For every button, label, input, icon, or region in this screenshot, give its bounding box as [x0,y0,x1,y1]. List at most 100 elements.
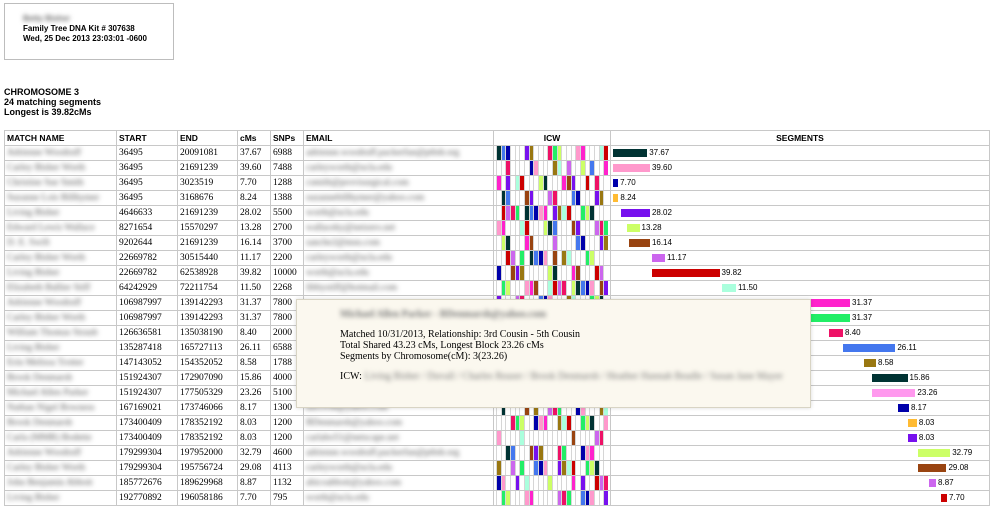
icw-cell[interactable] [493,265,611,281]
segment-bar[interactable] [651,254,665,262]
col-email[interactable]: EMAIL [303,130,494,146]
match-name-cell[interactable]: Carley Bisher Worth [4,160,117,176]
segment-bar[interactable] [613,149,648,157]
email-cell[interactable]: carleyworth@ucla.edu [303,460,494,476]
match-name-cell[interactable]: Living Bisher [4,490,117,506]
match-name-cell[interactable]: William Thomas Straub [4,325,117,341]
match-name-cell[interactable]: Living Bisher [4,340,117,356]
match-name-cell[interactable]: Michael Allen Parker [4,385,117,401]
col-start[interactable]: START [116,130,178,146]
table-row[interactable]: Suzanne Lois Billhymer 36495 3168676 8.24 13… [4,190,990,206]
icw-cell[interactable] [493,475,611,491]
match-name-cell[interactable]: Brook Denmarsh [4,415,117,431]
segment-bar[interactable] [828,329,844,337]
icw-cell[interactable] [493,175,611,191]
email-cell[interactable]: adrienne.woodruff.packerfan@ptbdr.org [303,145,494,161]
icw-cell[interactable] [493,160,611,176]
table-row[interactable]: Brook Denmarsh 173400409 178352192 8.03 1200… [4,415,990,431]
email-cell[interactable]: libbystiff@hotmail.com [303,280,494,296]
segment-bar[interactable] [908,419,917,427]
email-cell[interactable]: BDenmarsh@yahoo.com [303,415,494,431]
email-cell[interactable]: sanche2@msn.com [303,235,494,251]
icw-cell[interactable] [493,190,611,206]
table-row[interactable]: Christine Sue Smith 36495 3023519 7.70 1288 c… [4,175,990,191]
segment-bar[interactable] [651,269,720,277]
icw-cell[interactable] [493,490,611,506]
match-name-cell[interactable]: Brook Denmarsh [4,370,117,386]
segment-bar[interactable] [795,299,851,307]
email-cell[interactable]: carleyworth@ucla.edu [303,250,494,266]
segment-bar[interactable] [941,494,947,502]
segment-bar[interactable] [908,434,917,442]
table-row[interactable]: Carley Bisher Worth 22669782 30515440 11.17… [4,250,990,266]
table-row[interactable]: John Benjamin Abbott 185772676 189629968 8.… [4,475,990,491]
match-name-cell[interactable]: Living Bisher [4,265,117,281]
table-row[interactable]: Elizabeth Ballier Stiff 64242929 72211754 1… [4,280,990,296]
match-name-cell[interactable]: D. E. Swift [4,235,117,251]
email-cell[interactable]: worth@ucla.edu [303,205,494,221]
col-cms[interactable]: cMs [237,130,271,146]
segment-bar[interactable] [613,164,650,172]
match-name-cell[interactable]: John Benjamin Abbott [4,475,117,491]
icw-cell[interactable] [493,220,611,236]
icw-cell[interactable] [493,460,611,476]
table-row[interactable]: Adrienne Woodruff 36495 20091081 37.67 6988 a… [4,145,990,161]
segment-bar[interactable] [628,239,650,247]
table-row[interactable]: Living Bisher 22669782 62538928 39.82 10000 w… [4,265,990,281]
email-cell[interactable]: worth@ucla.edu [303,490,494,506]
segment-bar[interactable] [863,359,876,367]
match-name-cell[interactable]: Erin Melissa Trotter [4,355,117,371]
email-cell[interactable]: csmith@provisurgical.com [303,175,494,191]
table-row[interactable]: Living Bisher 4646633 21691239 28.02 5500 wor… [4,205,990,221]
email-cell[interactable]: carlabo51@netscape.net [303,430,494,446]
segment-bar[interactable] [627,224,640,232]
match-name-cell[interactable]: Carla (MMR) Bodette [4,430,117,446]
match-name-cell[interactable]: Christine Sue Smith [4,175,117,191]
match-name-cell[interactable]: Living Bisher [4,205,117,221]
email-cell[interactable]: suzannebillhymer@yahoo.com [303,190,494,206]
segment-bar[interactable] [613,179,619,187]
table-row[interactable]: Carley Bisher Worth 36495 21691239 39.60 748… [4,160,990,176]
table-row[interactable]: D. E. Swift 9202644 21691239 16.14 3700 sanch… [4,235,990,251]
icw-cell[interactable] [493,445,611,461]
match-name-cell[interactable]: Edward Lewis Wallace [4,220,117,236]
col-segments[interactable]: SEGMENTS [610,130,990,146]
match-name-cell[interactable]: Elizabeth Ballier Stiff [4,280,117,296]
icw-cell[interactable] [493,235,611,251]
col-match-name[interactable]: MATCH NAME [4,130,117,146]
table-row[interactable]: Carley Bisher Worth 179299304 195756724 29.… [4,460,990,476]
match-name-cell[interactable]: Adrienne Woodruff [4,145,117,161]
email-cell[interactable]: carleyworth@ucla.edu [303,160,494,176]
table-row[interactable]: Adrienne Woodruff 179299304 197952000 32.79… [4,445,990,461]
segment-bar[interactable] [871,374,908,382]
segment-bar[interactable] [918,449,951,457]
col-end[interactable]: END [177,130,238,146]
segment-bar[interactable] [722,284,736,292]
match-name-cell[interactable]: Adrienne Woodruff [4,445,117,461]
icw-cell[interactable] [493,205,611,221]
email-cell[interactable]: worth@ucla.edu [303,265,494,281]
segment-bar[interactable] [620,209,650,217]
match-name-cell[interactable]: Carley Bisher Worth [4,250,117,266]
segment-bar[interactable] [795,314,851,322]
icw-cell[interactable] [493,145,611,161]
email-cell[interactable]: adrienne.woodruff.packerfan@ptbdr.org [303,445,494,461]
table-row[interactable]: Living Bisher 192770892 196058186 7.70 795 wo… [4,490,990,506]
segment-bar[interactable] [929,479,937,487]
email-cell[interactable]: abicoabbott@yahoo.com [303,475,494,491]
table-row[interactable]: Carla (MMR) Bodette 173400409 178352192 8.0… [4,430,990,446]
col-snps[interactable]: SNPs [270,130,304,146]
match-name-cell[interactable]: Nathan Nigel Bowness [4,400,117,416]
segment-bar[interactable] [843,344,896,352]
match-name-cell[interactable]: Carley Bisher Worth [4,460,117,476]
match-name-cell[interactable]: Carley Bisher Worth [4,310,117,326]
email-cell[interactable]: wallaceky@netzero.net [303,220,494,236]
match-name-cell[interactable]: Suzanne Lois Billhymer [4,190,117,206]
match-name-cell[interactable]: Adrienne Woodruff [4,295,117,311]
segment-bar[interactable] [871,389,916,397]
segment-bar[interactable] [918,464,947,472]
segment-bar[interactable] [897,404,909,412]
icw-cell[interactable] [493,430,611,446]
icw-cell[interactable] [493,250,611,266]
segment-bar[interactable] [613,194,619,202]
